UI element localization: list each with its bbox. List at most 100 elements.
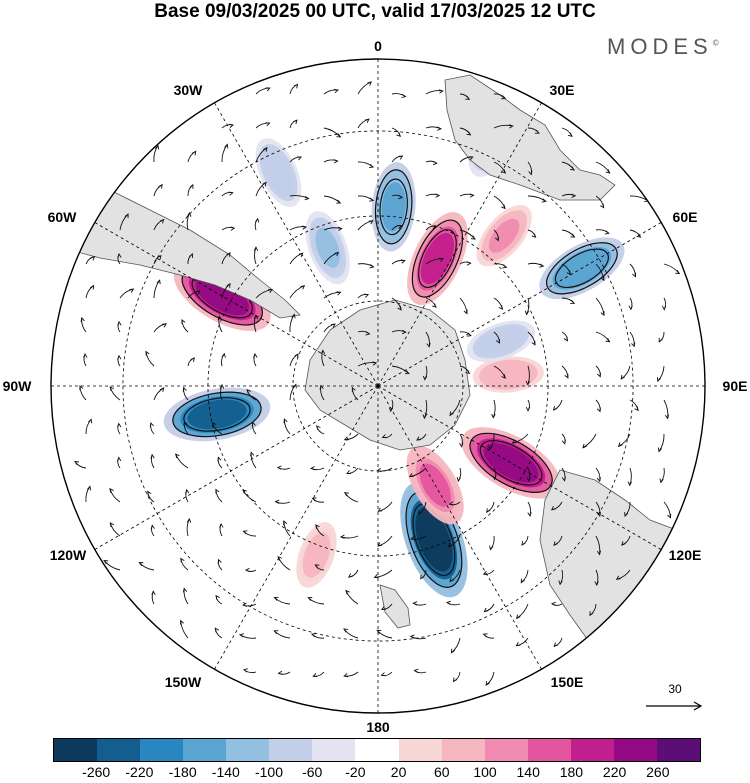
anomaly-level <box>488 364 528 385</box>
contour-line <box>172 391 262 438</box>
wind-vector <box>138 562 155 571</box>
wind-vector <box>485 671 495 687</box>
wind-vector <box>561 297 576 304</box>
south-america <box>69 189 301 319</box>
wind-vector <box>119 213 129 231</box>
wind-vector <box>221 252 231 265</box>
wind-vector <box>449 569 461 583</box>
wind-vector <box>79 385 87 401</box>
colorbar-tick-label: -140 <box>211 764 240 780</box>
wind-vector <box>553 637 563 648</box>
wind-vector <box>289 119 298 129</box>
wind-vector <box>323 291 342 299</box>
wind-vector <box>595 501 601 517</box>
wind-vector <box>376 629 393 639</box>
colorbar-swatch <box>355 739 399 761</box>
positive-anomaly <box>472 356 544 393</box>
wind-vector <box>452 671 461 683</box>
landmass-layer <box>69 74 701 666</box>
wind-vector <box>117 320 122 333</box>
wind-vector <box>310 466 325 471</box>
wind-vector <box>595 399 601 413</box>
wind-vector <box>391 225 403 231</box>
wind-vector <box>409 535 427 541</box>
wind-vector <box>657 365 665 383</box>
contour-line <box>546 242 618 295</box>
wind-vectors <box>74 81 681 687</box>
wind-vector <box>255 288 274 299</box>
wind-vector <box>527 127 540 134</box>
anomaly-level <box>305 536 328 574</box>
wind-vector <box>180 619 189 639</box>
meridian-line <box>214 102 379 387</box>
lon-label-150w: 150W <box>165 674 202 690</box>
wind-vector <box>595 229 610 235</box>
wind-vector <box>310 633 325 639</box>
wind-vector <box>219 522 224 537</box>
wind-vector <box>416 433 427 441</box>
meridian-line <box>377 222 662 387</box>
wind-vector <box>376 467 393 473</box>
wind-vector <box>524 297 530 316</box>
wind-vector <box>211 422 223 435</box>
lon-label-180: 180 <box>366 719 390 735</box>
wind-vector <box>253 314 259 333</box>
anomaly-level <box>483 443 539 483</box>
meridian-line <box>377 385 542 670</box>
wind-vector <box>184 488 190 503</box>
wind-vector <box>254 217 260 231</box>
wind-vector <box>624 501 631 518</box>
wind-vector <box>493 161 507 174</box>
colorbar-tick-label: 260 <box>646 764 670 780</box>
wind-vector <box>447 535 461 548</box>
wind-vector <box>595 467 601 483</box>
wind-vector <box>221 123 235 129</box>
wind-vector <box>561 193 577 198</box>
wind-vector <box>511 433 529 444</box>
wind-vector <box>217 315 223 333</box>
wind-vector <box>450 637 461 654</box>
wind-vector <box>103 560 121 571</box>
wind-vector <box>289 83 299 95</box>
wind-vector <box>422 365 428 381</box>
wind-vector <box>482 569 495 575</box>
wind-vector <box>289 284 306 299</box>
negative-anomaly <box>305 211 350 285</box>
colorbar-tick-label: 60 <box>434 764 450 780</box>
wind-vector <box>493 263 508 269</box>
colorbar-swatch <box>656 739 700 761</box>
wind-vector <box>357 263 375 269</box>
contour-line <box>412 503 456 577</box>
wind-vector <box>459 331 472 337</box>
wind-vector <box>408 467 427 478</box>
wind-vector <box>351 386 359 401</box>
wind-vector <box>357 161 375 169</box>
wind-vector <box>357 118 370 129</box>
wind-vector <box>323 251 340 265</box>
wind-vector <box>413 668 427 674</box>
contour-line <box>183 397 251 432</box>
wind-vector <box>493 93 507 100</box>
wind-vector <box>150 524 155 537</box>
wind-vector <box>527 262 545 268</box>
wind-vector <box>289 156 303 163</box>
wind-vector <box>459 433 464 448</box>
wind-vector <box>425 297 437 308</box>
wind-vector <box>527 331 536 346</box>
wind-vector <box>377 501 393 512</box>
wind-vector <box>242 602 257 607</box>
wind-vector <box>381 433 393 439</box>
wind-vector <box>242 668 257 674</box>
wind-vector <box>314 564 325 571</box>
wind-vector <box>515 637 529 647</box>
wind-vector <box>323 323 336 333</box>
wind-vector <box>420 569 427 580</box>
colorbar-swatch <box>140 739 184 761</box>
wind-vector <box>174 453 189 469</box>
negative-anomaly <box>255 138 302 208</box>
anomaly-level <box>420 232 455 285</box>
wind-vector <box>527 195 547 203</box>
colorbar-tick-label: -60 <box>302 764 323 780</box>
wind-vector <box>629 263 637 278</box>
wind-vector <box>661 297 667 311</box>
